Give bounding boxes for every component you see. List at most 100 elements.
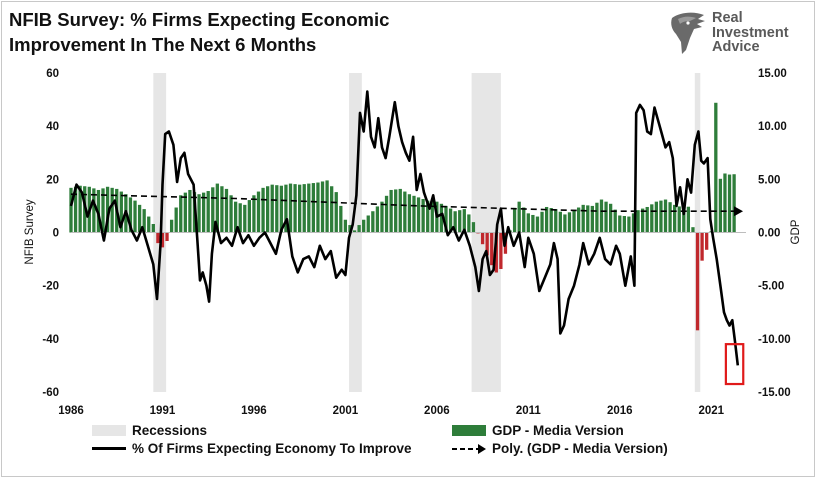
gdp-bar bbox=[490, 232, 494, 266]
gdp-bar bbox=[494, 232, 498, 273]
gdp-bar bbox=[298, 184, 302, 233]
gdp-bar bbox=[133, 200, 137, 233]
logo-line-3: Advice bbox=[712, 39, 760, 55]
gdp-bar bbox=[627, 216, 631, 233]
gdp-bar bbox=[544, 206, 549, 233]
highlight-box bbox=[724, 343, 745, 386]
gdp-bar bbox=[334, 192, 338, 233]
gdp-bar bbox=[343, 219, 348, 233]
legend-label-gdp: GDP - Media Version bbox=[492, 423, 624, 438]
gdp-bar bbox=[137, 204, 142, 233]
logo-line-2: Investment bbox=[712, 24, 789, 41]
gdp-bar bbox=[151, 223, 155, 233]
gdp-bar bbox=[371, 211, 375, 233]
gdp-bar bbox=[375, 206, 380, 233]
gdp-bar bbox=[320, 181, 325, 233]
gdp-bar bbox=[215, 183, 219, 233]
gdp-bar bbox=[302, 184, 306, 233]
gdp-bar bbox=[723, 173, 727, 233]
x-tick-label: 2021 bbox=[698, 405, 724, 417]
gdp-bar bbox=[307, 183, 311, 233]
gdp-bar bbox=[179, 195, 183, 233]
gdp-bar bbox=[718, 178, 723, 233]
gdp-bar bbox=[453, 211, 457, 233]
gdp-bar bbox=[682, 208, 686, 233]
gdp-bar bbox=[201, 192, 206, 233]
gdp-bar bbox=[727, 174, 732, 233]
y2-tick-label: -5.00 bbox=[758, 281, 784, 293]
gdp-bar bbox=[444, 205, 448, 233]
y-tick-label: -20 bbox=[42, 281, 59, 293]
gdp-bar bbox=[147, 216, 151, 233]
gdp-bar bbox=[732, 174, 736, 233]
x-tick-label: 2001 bbox=[333, 405, 359, 417]
gdp-bar bbox=[622, 216, 626, 233]
right-axis-tick-labels: 15.00 10.00 5.00 0.00 -5.00 -10.00 -15.00 bbox=[758, 68, 791, 399]
gdp-bar bbox=[311, 183, 316, 233]
legend-label-recessions: Recessions bbox=[132, 423, 208, 438]
gdp-bar bbox=[78, 185, 82, 233]
x-tick-label: 2016 bbox=[607, 405, 633, 417]
gdp-bar bbox=[558, 211, 562, 233]
gdp-bar bbox=[705, 232, 709, 250]
y2-tick-label: 0.00 bbox=[758, 228, 780, 240]
poly-trend-arrowhead bbox=[734, 206, 744, 217]
y2-tick-label: 10.00 bbox=[758, 121, 787, 133]
gdp-bar bbox=[293, 184, 297, 233]
gdp-bar bbox=[590, 205, 594, 233]
gdp-bar bbox=[581, 204, 585, 233]
gdp-bar bbox=[224, 188, 229, 233]
gdp-bar bbox=[650, 204, 654, 233]
y-tick-label: 60 bbox=[46, 68, 59, 80]
gdp-bar bbox=[636, 210, 640, 233]
legend-swatch-gdp bbox=[452, 425, 486, 436]
gdp-bar bbox=[686, 206, 691, 233]
gdp-bar bbox=[92, 188, 96, 233]
gdp-bar bbox=[229, 195, 233, 233]
gdp-bar bbox=[663, 199, 668, 233]
y-tick-label: 0 bbox=[53, 228, 59, 240]
gdp-bar bbox=[211, 187, 215, 233]
gdp-bar bbox=[160, 232, 165, 248]
gdp-bar bbox=[284, 184, 288, 233]
gdp-bar bbox=[572, 210, 576, 233]
gdp-bar bbox=[389, 189, 393, 233]
gdp-bar bbox=[471, 222, 476, 233]
gdp-bar bbox=[288, 183, 293, 233]
gdp-bar bbox=[512, 207, 517, 233]
y2-tick-label: -10.00 bbox=[758, 334, 791, 346]
gdp-bar bbox=[119, 191, 123, 233]
legend-label-line: % Of Firms Expecting Economy To Improve bbox=[132, 441, 412, 456]
gdp-bar bbox=[316, 182, 320, 233]
chart-title: NFIB Survey: % Firms Expecting Economic … bbox=[9, 7, 389, 57]
gdp-bar bbox=[654, 201, 659, 233]
gdp-bar bbox=[398, 188, 402, 233]
legend-poly: Poly. (GDP - Media Version) bbox=[452, 441, 668, 456]
gdp-bar bbox=[517, 201, 521, 233]
gdp-bar bbox=[279, 185, 284, 233]
gdp-bar bbox=[348, 225, 352, 233]
gdp-bar bbox=[412, 195, 416, 233]
gdp-bar bbox=[535, 216, 540, 233]
gdp-bar bbox=[220, 186, 224, 233]
gdp-bar bbox=[485, 232, 489, 256]
gdp-bar bbox=[563, 214, 567, 233]
gdp-bar bbox=[156, 232, 160, 244]
legend-gdp: GDP - Media Version bbox=[452, 423, 624, 438]
gdp-bar bbox=[576, 207, 581, 233]
gdp-bar bbox=[700, 232, 704, 261]
gdp-bar bbox=[128, 197, 133, 233]
gdp-bar bbox=[270, 184, 274, 233]
gdp-bar bbox=[608, 203, 613, 233]
gdp-bar bbox=[714, 102, 718, 233]
gdp-bar bbox=[458, 210, 462, 233]
gdp-bar bbox=[169, 219, 174, 233]
gdp-bar bbox=[462, 209, 466, 233]
nfib-series-line bbox=[69, 90, 740, 366]
gdp-bar bbox=[110, 187, 114, 233]
y-tick-label: 20 bbox=[46, 174, 59, 186]
gdp-bar bbox=[69, 187, 73, 233]
gdp-bar bbox=[549, 208, 553, 233]
